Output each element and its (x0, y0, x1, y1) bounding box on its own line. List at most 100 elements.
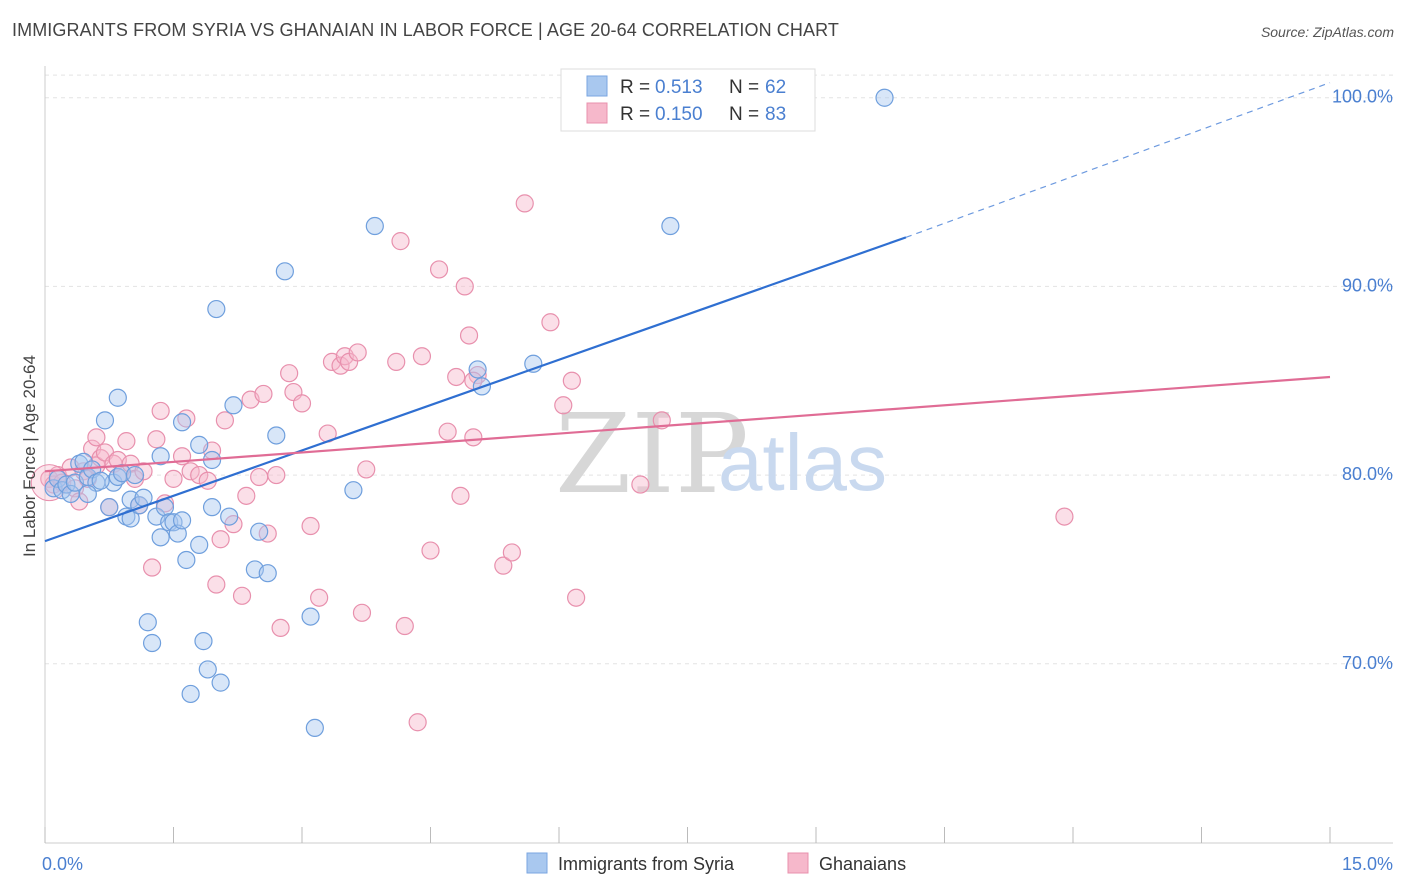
ghanaians-point (331, 356, 350, 375)
ghanaians-point (357, 460, 376, 479)
ghanaians-point (151, 401, 170, 421)
legend-n-label-syria: N = (729, 77, 759, 98)
ghanaians-point (271, 618, 290, 638)
ghanaians-point (250, 467, 269, 487)
ghanaians-point (562, 371, 581, 390)
syria-point (301, 607, 320, 626)
syria-point (151, 447, 170, 466)
syria-point (305, 718, 324, 738)
ghanaians-point (348, 343, 367, 362)
bottom-legend-swatch-syria (526, 852, 548, 874)
ghanaians-point (502, 543, 521, 562)
syria-point (875, 88, 894, 107)
ghanaians-point (395, 616, 414, 636)
syria-point (138, 613, 157, 632)
legend-r-value-ghanaians: 0.150 (655, 104, 703, 125)
gridlines (45, 74, 1395, 665)
ghanaians-point (451, 486, 470, 505)
ghanaians-point (391, 232, 410, 251)
ghanaians-point (237, 486, 256, 505)
legend-top: R = 0.513 N = 62 R = 0.150 N = 83 (560, 68, 816, 132)
syria-point (172, 413, 192, 432)
syria-point (151, 528, 170, 547)
ghanaians-point (181, 462, 200, 481)
y-tick-labels: 70.0% 80.0% 90.0% 100.0% (1332, 87, 1393, 673)
legend-n-value-syria: 62 (765, 77, 786, 98)
ghanaians-point (254, 384, 273, 404)
ghanaians-point (310, 588, 329, 607)
syria-point (258, 564, 277, 583)
ghanaians-point (301, 516, 320, 536)
ghanaians-point (280, 364, 299, 383)
ghanaians-trend-line (44, 375, 1331, 473)
watermark-zip: ZIP (555, 390, 749, 518)
ghanaians-point (494, 556, 513, 575)
syria-point (125, 465, 145, 485)
bottom-legend-label-syria: Immigrants from Syria (558, 854, 735, 874)
syria-point (142, 633, 162, 653)
ghanaians-point (142, 558, 162, 577)
ghanaians-point (515, 194, 534, 213)
ghanaians-point (147, 430, 166, 449)
syria-point (267, 426, 286, 445)
syria-point (194, 632, 213, 651)
syria-point (207, 299, 226, 319)
legend-swatch-syria (586, 75, 608, 97)
syria-point (468, 360, 487, 379)
syria-point (177, 550, 196, 570)
ghanaians-point (134, 462, 153, 481)
ghanaians-point (164, 469, 183, 488)
watermark: ZIP atlas (555, 390, 887, 518)
ghanaians-points (30, 194, 1074, 732)
syria-point (190, 535, 209, 554)
y-tick-label-80: 80.0% (1342, 464, 1393, 484)
watermark-atlas: atlas (718, 418, 887, 507)
ghanaians-point (421, 541, 440, 560)
legend-r-label-syria: R = (620, 77, 650, 98)
trend-lines (44, 82, 1331, 543)
syria-point (95, 411, 115, 430)
legend-bottom: Immigrants from Syria Ghanaians (526, 852, 906, 874)
bottom-legend-swatch-ghanaians (787, 852, 809, 874)
ghanaians-point (554, 396, 573, 415)
ghanaians-point (267, 465, 286, 485)
syria-point (202, 498, 222, 517)
syria-point (198, 660, 217, 679)
legend-swatch-ghanaians (586, 102, 608, 124)
syria-point (211, 673, 230, 692)
ghanaians-point (455, 277, 474, 296)
ghanaians-point (352, 603, 372, 622)
syria-point (224, 396, 243, 415)
syria-point (100, 498, 119, 517)
ghanaians-point (429, 260, 449, 279)
ghanaians-point (631, 475, 650, 494)
ghanaians-cluster-point (30, 464, 68, 502)
legend-n-value-ghanaians: 83 (765, 104, 786, 125)
x-tick-label-min: 0.0% (42, 854, 83, 874)
legend-n-label-ghanaians: N = (729, 104, 759, 125)
ghanaians-point (207, 575, 226, 594)
ghanaians-point (464, 428, 483, 447)
ghanaians-point (387, 352, 406, 371)
syria-point (91, 471, 110, 490)
syria-trend-extension (905, 82, 1331, 238)
ghanaians-point (215, 411, 234, 430)
syria-point (365, 216, 384, 236)
ghanaians-point (292, 394, 312, 413)
syria-point (172, 511, 192, 530)
syria-point (108, 388, 127, 407)
ghanaians-point (567, 588, 586, 607)
syria-point (220, 507, 239, 526)
ghanaians-point (412, 347, 432, 366)
ghanaians-point (438, 422, 457, 441)
y-tick-label-70: 70.0% (1342, 653, 1393, 673)
x-tick-label-max: 15.0% (1342, 854, 1393, 874)
ghanaians-point (87, 428, 106, 447)
ghanaians-point (117, 432, 136, 451)
syria-point (190, 435, 209, 454)
y-axis-title: In Labor Force | Age 20-64 (20, 355, 39, 557)
y-tick-label-100: 100.0% (1332, 87, 1393, 107)
source-label: Source: ZipAtlas.com (1260, 24, 1394, 40)
legend-r-label-ghanaians: R = (620, 104, 650, 125)
